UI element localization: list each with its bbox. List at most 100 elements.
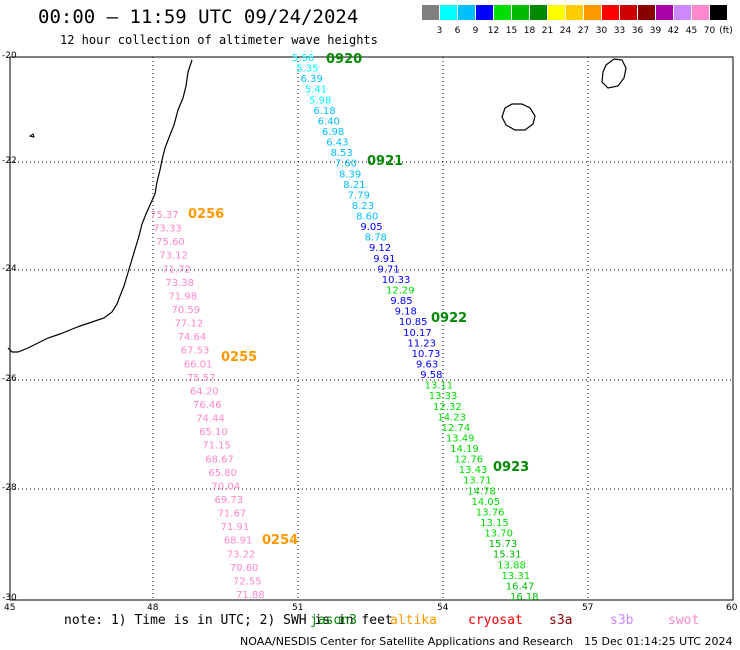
wave-height-label: 71.15: [202, 441, 231, 452]
wave-height-label: 13.11: [425, 381, 454, 392]
wave-height-label: 12.32: [433, 402, 462, 413]
legend-tick: 6: [454, 26, 461, 36]
legend-swatch: [638, 5, 655, 20]
chart-subtitle: 12 hour collection of altimeter wave hei…: [60, 33, 378, 47]
island-west: [28, 133, 35, 138]
wave-height-label: 9.85: [390, 296, 412, 307]
note-text: note: 1) Time is in UTC; 2) SWH is in fe…: [64, 613, 393, 628]
wave-height-label: 71.98: [168, 291, 197, 302]
graticule: [10, 57, 733, 600]
wave-height-label: 8.78: [365, 233, 387, 244]
legend-swatch: [656, 5, 673, 20]
sat-swot: swot: [668, 613, 700, 628]
pass-time-label: 0920: [326, 52, 362, 67]
wave-height-label: 14.19: [450, 444, 479, 455]
wave-height-label: 8.53: [330, 148, 352, 159]
wave-height-label: 10.85: [399, 317, 428, 328]
sat-altika: altika: [390, 613, 437, 628]
lat-tick: -26: [2, 374, 17, 384]
wave-height-label: 68.91: [224, 536, 253, 547]
wave-height-label: 73.33: [153, 224, 182, 235]
legend-tick: 3: [436, 26, 443, 36]
legend-unit: (ft): [719, 26, 733, 36]
wave-height-label: 8.23: [352, 201, 374, 212]
legend-tick: 12: [487, 26, 500, 36]
wave-height-label: 13.71: [463, 476, 492, 487]
wave-height-label: 13.15: [480, 518, 509, 529]
wave-height-label: 9.05: [360, 222, 382, 233]
wave-height-label: 5.35: [296, 64, 318, 75]
wave-height-label: 5.41: [305, 85, 327, 96]
wave-height-label: 77.12: [175, 319, 204, 330]
east-track: 5.565.356.395.415.986.186.406.986.438.53…: [292, 53, 539, 603]
wave-height-label: 7.60: [335, 159, 357, 170]
wave-height-label: 10.33: [382, 275, 411, 286]
wave-height-label: 8.60: [356, 212, 378, 223]
legend-swatch: [494, 5, 511, 20]
pass-time-labels: 0920 0921 0922 0923 0256 0255 0254: [188, 52, 529, 548]
wave-height-label: 13.49: [446, 433, 475, 444]
wave-height-label: 71.88: [236, 590, 265, 601]
wave-height-label: 10.73: [412, 349, 441, 360]
wave-height-label: 14.05: [472, 497, 501, 508]
lat-tick: -20: [2, 51, 17, 61]
lon-tick: 51: [292, 603, 304, 613]
wave-height-label: 5.98: [309, 95, 331, 106]
wave-height-label: 14.23: [437, 412, 466, 423]
credit-text: NOAA/NESDIS Center for Satellite Applica…: [240, 635, 574, 648]
sat-s3a: s3a: [549, 613, 573, 628]
pass-time-label: 0256: [188, 207, 224, 222]
wave-height-label: 9.71: [377, 264, 399, 275]
west-track: 75.37 73.33 75.60 73.12 71.72 73.38 71.98 70.59…: [150, 210, 265, 601]
wave-height-label: 8.21: [343, 180, 365, 191]
lat-tick: -30: [2, 593, 17, 603]
wave-height-label: 9.12: [369, 243, 391, 254]
wave-height-label: 64.20: [190, 386, 219, 397]
legend-tick: 30: [595, 26, 608, 36]
wave-height-label: 14.78: [467, 486, 496, 497]
legend-swatch: [566, 5, 583, 20]
lat-tick: -22: [2, 156, 17, 166]
lon-tick: 48: [147, 603, 159, 613]
lon-tick: 45: [4, 603, 16, 613]
legend-tick: 21: [541, 26, 554, 36]
wave-height-label: 75.60: [156, 237, 185, 248]
wave-height-label: 75.37: [150, 210, 179, 221]
legend-tick: 9: [472, 26, 479, 36]
wave-height-label: 15.73: [489, 539, 518, 550]
wave-height-label: 75.57: [187, 373, 216, 384]
legend-tick: 18: [523, 26, 536, 36]
wave-height-label: 6.39: [301, 74, 323, 85]
wave-height-label: 65.10: [199, 427, 228, 438]
wave-height-label: 13.88: [497, 560, 526, 571]
legend-tick: 45: [685, 26, 698, 36]
lon-tick: 60: [726, 603, 738, 613]
legend-swatch: [458, 5, 475, 20]
chart-title: 00:00 – 11:59 UTC 09/24/2024: [38, 6, 359, 28]
wave-height-label: 15.31: [493, 550, 522, 561]
reunion-island: [501, 103, 536, 131]
legend-tick: 27: [577, 26, 590, 36]
lon-tick: 54: [437, 603, 449, 613]
wave-height-label: 7.79: [348, 190, 370, 201]
lat-tick: -28: [2, 483, 17, 493]
wave-height-label: 67.53: [181, 346, 210, 357]
legend-tick: 42: [667, 26, 680, 36]
legend-tick: 70: [703, 26, 716, 36]
wave-height-label: 5.56: [292, 53, 314, 64]
legend-swatch: [674, 5, 691, 20]
legend-tick: 39: [649, 26, 662, 36]
wave-height-label: 71.72: [162, 264, 191, 275]
wave-height-label: 11.23: [407, 338, 436, 349]
wave-height-label: 73.22: [227, 549, 256, 560]
wave-height-label: 6.98: [322, 127, 344, 138]
wave-height-label: 68.67: [205, 454, 234, 465]
wave-height-label: 73.12: [159, 251, 188, 262]
pass-time-label: 0923: [493, 460, 529, 475]
legend-tick: 24: [559, 26, 572, 36]
wave-height-label: 76.46: [193, 400, 222, 411]
legend-tick: 33: [613, 26, 626, 36]
pass-time-label: 0255: [221, 350, 257, 365]
wave-height-label: 6.40: [318, 116, 340, 127]
